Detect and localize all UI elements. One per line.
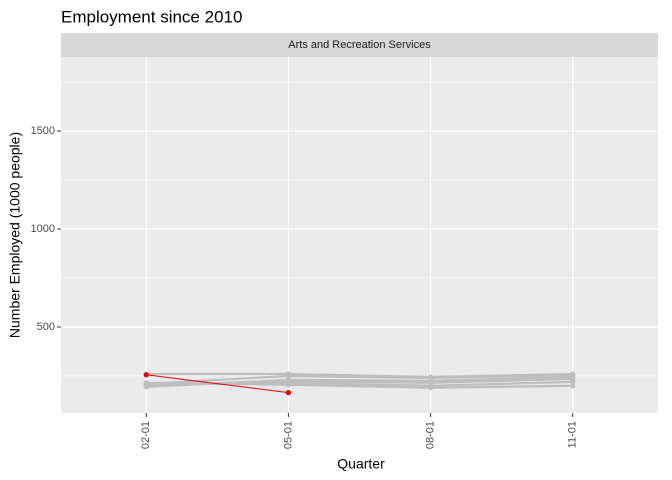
y-axis-label: Number Employed (1000 people): [7, 132, 23, 338]
series-point: [570, 383, 576, 389]
y-tick-label: 500: [37, 321, 55, 333]
chart-title: Employment since 2010: [61, 7, 242, 26]
series-point: [570, 374, 576, 380]
y-tick-label: 1000: [31, 223, 55, 235]
facet-label: Arts and Recreation Services: [288, 39, 431, 51]
series-point: [427, 378, 434, 384]
plot-panel: [61, 57, 658, 413]
series-line: [146, 372, 573, 379]
x-tick-label: 02-01: [140, 421, 152, 449]
y-tick-label: 1500: [31, 125, 55, 137]
series-point: [143, 384, 149, 390]
x-tick-label: 05-01: [282, 421, 294, 449]
x-axis-label: Quarter: [337, 456, 385, 472]
series-point: [285, 377, 292, 383]
series-line: [146, 374, 289, 394]
series-point: [285, 382, 292, 388]
series-point: [285, 390, 292, 396]
series-point: [427, 385, 434, 391]
series-point: [143, 380, 149, 386]
series-point: [427, 374, 434, 380]
facet-strip: [61, 33, 658, 57]
x-tick-label: 08-01: [424, 421, 436, 449]
series-point: [570, 379, 576, 385]
x-tick-label: 11-01: [567, 421, 579, 448]
series-point: [285, 371, 292, 377]
series-point: [143, 372, 149, 378]
